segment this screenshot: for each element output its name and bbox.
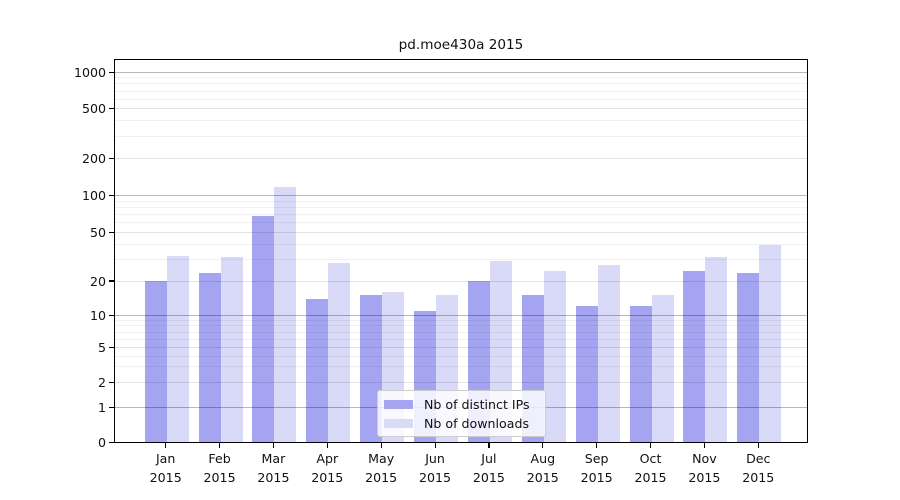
x-tick-apr xyxy=(326,443,328,448)
x-tick-label-jun: Jun 2015 xyxy=(419,451,452,485)
y-tick-50 xyxy=(109,231,114,233)
legend-label-distinct-ips: Nb of distinct IPs xyxy=(424,397,530,412)
bar-downloads-mar xyxy=(274,187,297,442)
x-tick-label-feb: Feb 2015 xyxy=(203,451,236,485)
y-tick-label-5: 5 xyxy=(97,340,106,356)
x-tick-label-apr: Apr 2015 xyxy=(311,451,344,485)
y-tick-500 xyxy=(109,108,114,110)
bar-downloads-nov xyxy=(705,257,728,442)
y-tick-label-200: 200 xyxy=(81,151,106,167)
x-tick-nov xyxy=(703,443,706,448)
bar-downloads-aug xyxy=(543,271,566,442)
x-tick-label-jan: Jan 2015 xyxy=(149,451,182,485)
y-tick-5 xyxy=(109,347,114,349)
bar-downloads-dec xyxy=(759,245,782,442)
x-tick-may xyxy=(380,443,382,448)
y-tick-10 xyxy=(109,314,114,317)
legend-item-downloads: Nb of downloads xyxy=(384,414,537,433)
x-tick-label-dec: Dec 2015 xyxy=(742,451,775,485)
y-tick-label-10: 10 xyxy=(89,308,106,323)
bar-downloads-sep xyxy=(597,264,620,442)
bar-distinct-ips-mar xyxy=(252,215,275,442)
y-tick-label-2: 2 xyxy=(97,374,106,390)
bar-distinct-ips-sep xyxy=(575,306,598,442)
legend-label-downloads: Nb of downloads xyxy=(424,416,530,431)
legend-item-distinct-ips: Nb of distinct IPs xyxy=(384,395,537,414)
x-tick-label-may: May 2015 xyxy=(365,451,398,485)
bar-distinct-ips-oct xyxy=(629,306,652,442)
x-tick-mar xyxy=(272,443,275,448)
x-tick-dec xyxy=(757,443,759,448)
bar-distinct-ips-feb xyxy=(198,273,221,442)
legend-swatch-distinct-ips xyxy=(384,399,413,410)
chart-title: pd.moe430a 2015 xyxy=(398,37,524,53)
y-tick-20 xyxy=(109,280,114,282)
x-tick-aug xyxy=(542,443,544,448)
bar-distinct-ips-nov xyxy=(683,271,706,442)
y-tick-label-100: 100 xyxy=(81,188,106,204)
x-tick-oct xyxy=(650,443,652,448)
x-tick-sep xyxy=(596,443,598,448)
y-tick-label-1: 1 xyxy=(97,399,106,415)
x-tick-label-sep: Sep 2015 xyxy=(580,451,613,485)
bar-distinct-ips-apr xyxy=(306,298,329,442)
bar-distinct-ips-may xyxy=(360,295,383,442)
y-tick-label-20: 20 xyxy=(89,273,106,289)
y-tick-label-500: 500 xyxy=(81,101,106,117)
x-tick-jan xyxy=(165,443,167,448)
y-tick-1 xyxy=(109,406,114,408)
y-tick-label-0: 0 xyxy=(97,434,106,450)
x-tick-jun xyxy=(434,443,436,448)
y-tick-2 xyxy=(109,381,114,383)
y-tick-0 xyxy=(109,441,114,443)
bar-distinct-ips-dec xyxy=(737,273,760,442)
bar-downloads-oct xyxy=(651,295,674,442)
x-tick-feb xyxy=(219,443,221,448)
x-tick-label-aug: Aug 2015 xyxy=(526,451,559,485)
y-tick-200 xyxy=(109,158,114,160)
bar-downloads-feb xyxy=(220,257,243,442)
legend-swatch-downloads xyxy=(384,418,413,429)
x-tick-label-mar: Mar 2015 xyxy=(257,451,290,485)
y-tick-label-50: 50 xyxy=(89,224,106,240)
bar-downloads-jan xyxy=(166,255,189,442)
x-tick-jul xyxy=(488,443,490,448)
bar-distinct-ips-jan xyxy=(144,280,167,442)
bar-downloads-apr xyxy=(328,262,351,442)
plot-area xyxy=(114,59,808,443)
y-tick-label-1000: 1000 xyxy=(73,64,106,80)
x-tick-label-nov: Nov 2015 xyxy=(688,451,721,485)
legend: Nb of distinct IPs Nb of downloads xyxy=(377,390,546,437)
x-tick-label-oct: Oct 2015 xyxy=(634,451,667,485)
y-tick-1000 xyxy=(109,71,114,73)
x-tick-label-jul: Jul 2015 xyxy=(472,451,505,485)
y-tick-100 xyxy=(109,195,114,197)
